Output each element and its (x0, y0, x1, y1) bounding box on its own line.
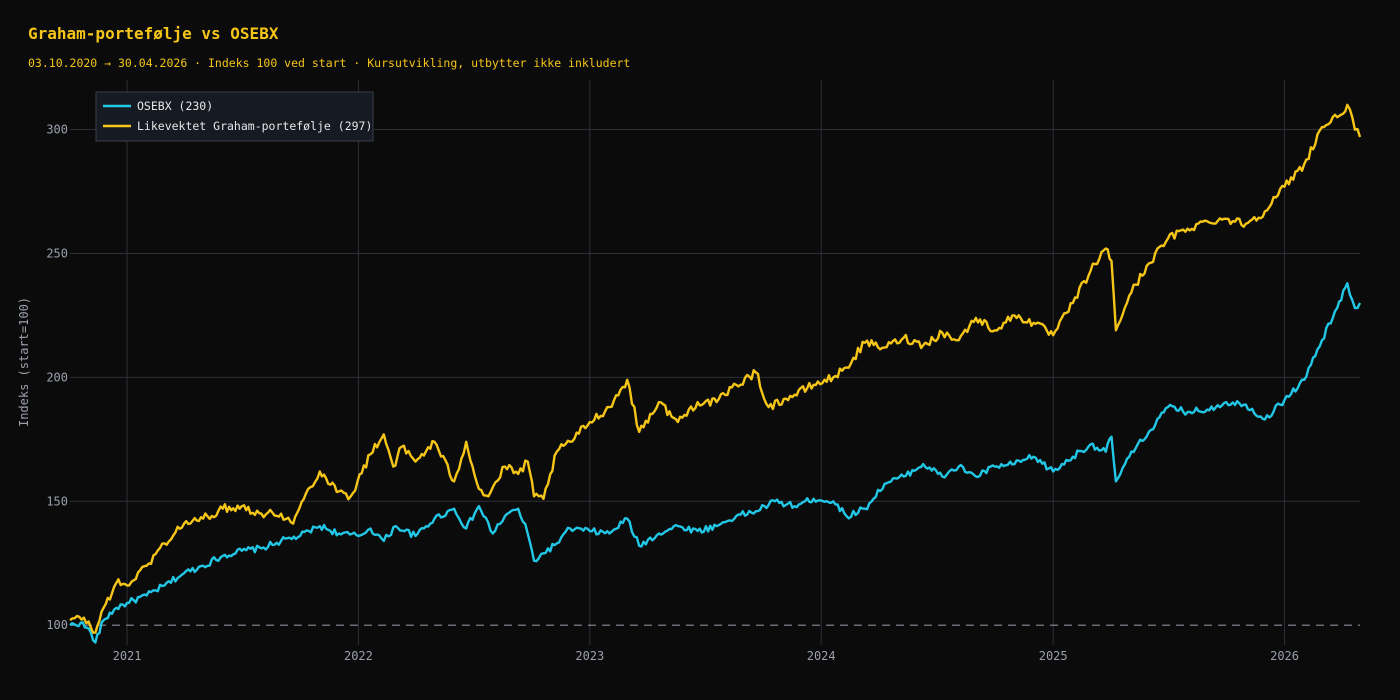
x-tick-label: 2024 (807, 649, 836, 663)
y-tick-label: 100 (46, 618, 68, 632)
x-tick-label: 2021 (113, 649, 142, 663)
chart-subtitle: 03.10.2020 → 30.04.2026 · Indeks 100 ved… (28, 56, 631, 70)
y-tick-label: 150 (46, 494, 68, 508)
y-tick-label: 250 (46, 246, 68, 260)
series-line-osebx (69, 282, 1362, 644)
series-line-graham (69, 103, 1362, 634)
legend-box (95, 91, 374, 142)
legend-entry: Likevektet Graham-portefølje (297) (137, 119, 372, 133)
legend-entry: OSEBX (230) (137, 99, 213, 113)
x-tick-label: 2023 (575, 649, 604, 663)
y-tick-label: 200 (46, 370, 68, 384)
x-tick-label: 2026 (1270, 649, 1299, 663)
y-tick-label: 300 (46, 123, 68, 137)
y-axis-label: Indeks (start=100) (17, 297, 31, 427)
x-tick-label: 2022 (344, 649, 373, 663)
x-tick-label: 2025 (1039, 649, 1068, 663)
chart-title: Graham-portefølje vs OSEBX (28, 24, 279, 43)
